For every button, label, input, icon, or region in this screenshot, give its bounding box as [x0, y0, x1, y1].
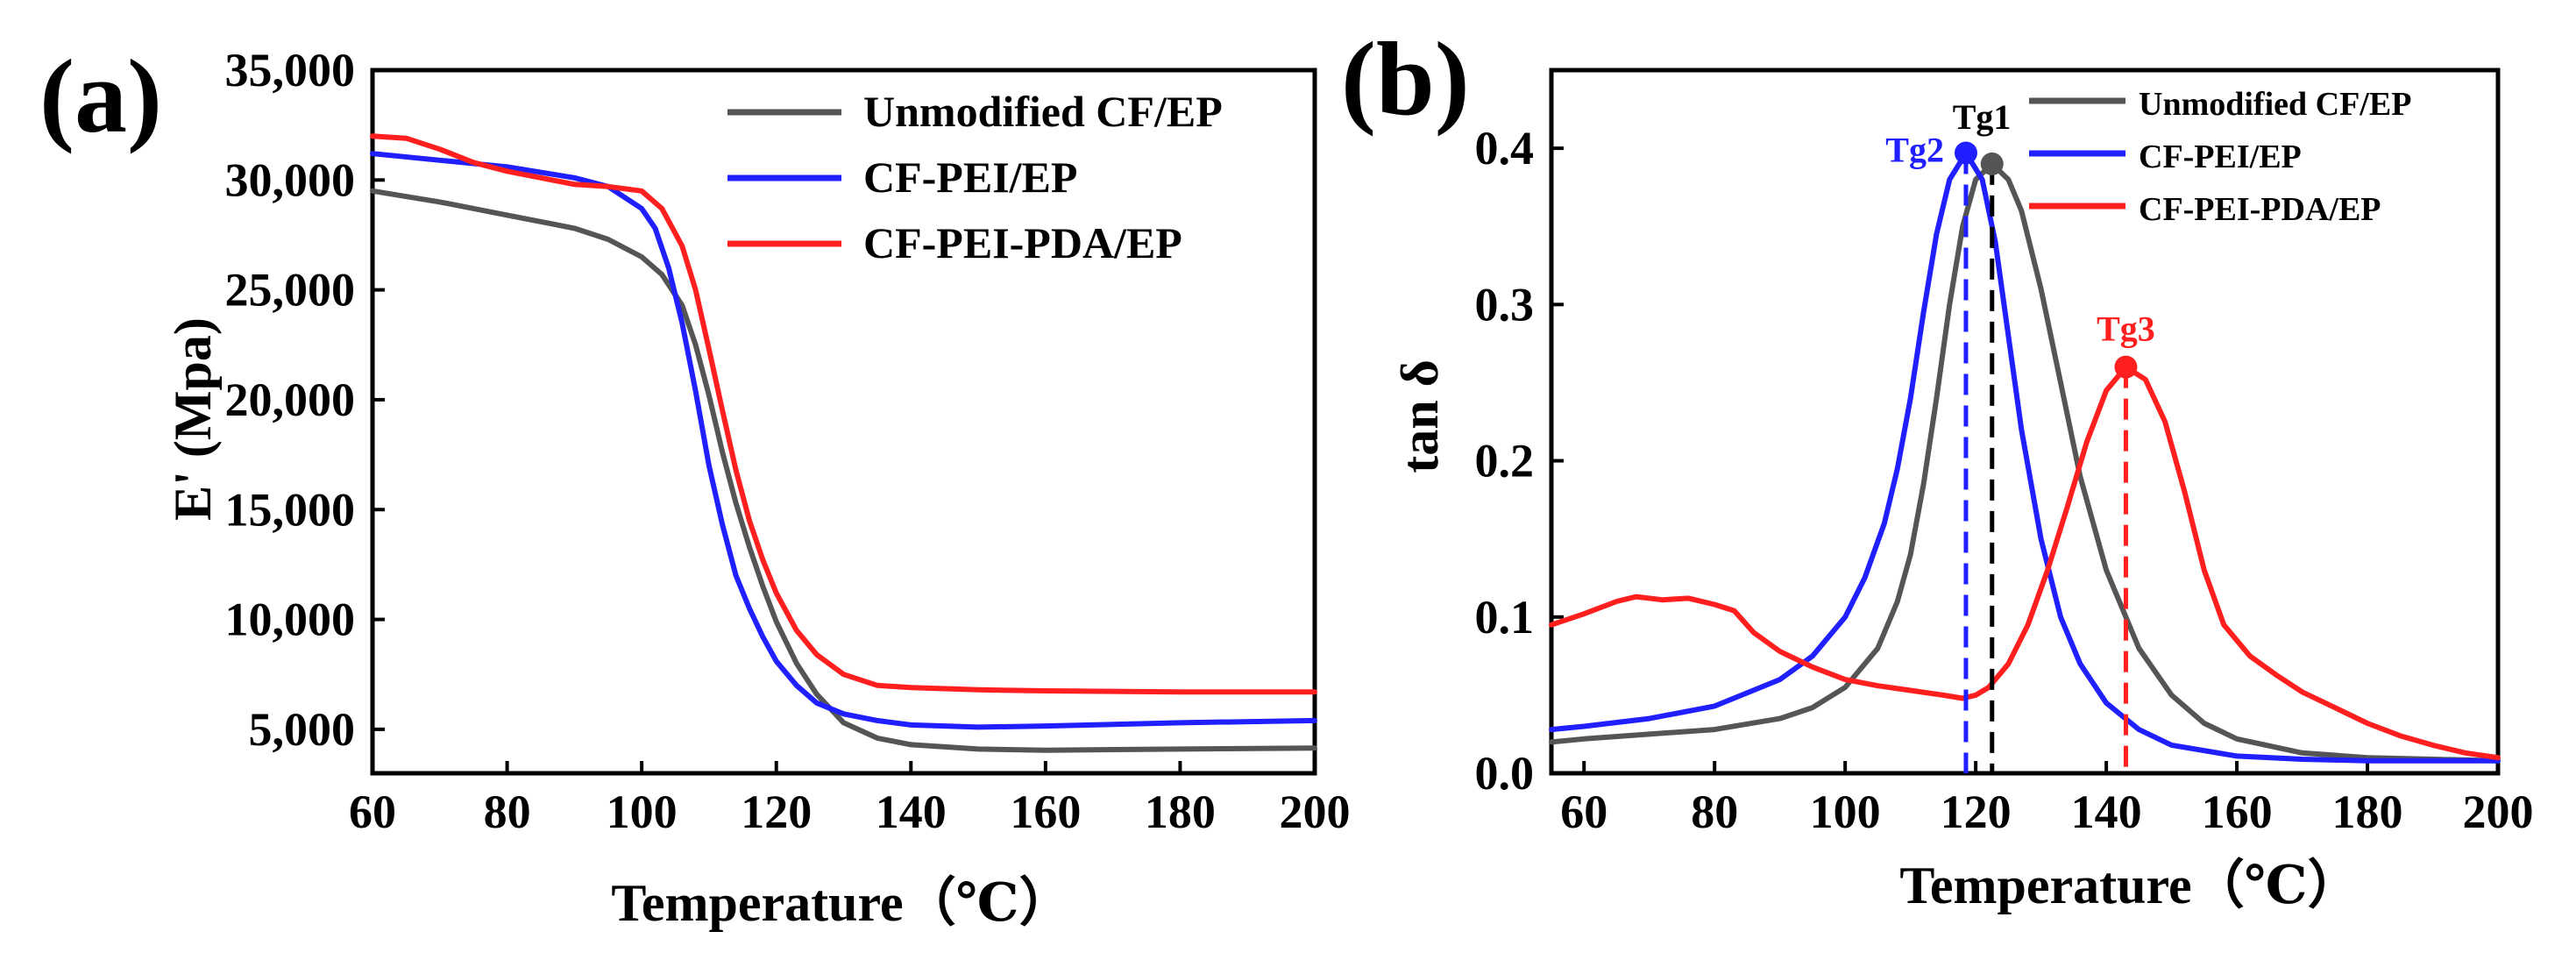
y-tick-label: 15,000 [225, 483, 356, 536]
y-tick-label: 30,000 [225, 153, 356, 206]
y-tick-label: 0.1 [1475, 591, 1535, 644]
x-tick-label: 100 [1810, 786, 1881, 838]
x-tick-label: 100 [607, 786, 678, 838]
y-tick-label: 35,000 [225, 44, 356, 96]
peak-label-2: Tg2 [1885, 130, 1944, 169]
x-tick-label: 140 [876, 786, 947, 838]
panel-b-x-axis-title: Temperature（℃） [1899, 856, 2360, 914]
legend-label-1: Unmodified CF/EP [863, 87, 1223, 136]
x-tick-label: 60 [349, 786, 396, 838]
panel-b-legend: Unmodified CF/EP CF-PEI/EP CF-PEI-PDA/EP [2029, 86, 2411, 228]
x-tick-label: 80 [1691, 786, 1738, 838]
series-line-3 [370, 133, 1317, 695]
x-tick-label: 80 [484, 786, 531, 838]
legend-label-1: Unmodified CF/EP [2139, 86, 2411, 123]
plot-frame [1549, 68, 2501, 776]
x-tick-label: 120 [1941, 786, 2012, 838]
panel-b-plot-area [1549, 68, 2501, 776]
panel-b-series [1549, 150, 2501, 764]
panel-b-label: (b) [1341, 20, 1470, 137]
panel-b-chart: (b) 60 80 100 120 140 160 180 200 0.0 0.1 0.2 0.3 0.… [1341, 20, 2534, 914]
x-tick-label: 60 [1560, 786, 1607, 838]
series-line-2 [1549, 150, 2501, 764]
peak-marker-2 [1954, 141, 1977, 165]
y-tick-label: 0.2 [1475, 435, 1535, 487]
legend-label-2: CF-PEI/EP [2139, 139, 2302, 175]
legend-label-3: CF-PEI-PDA/EP [863, 218, 1182, 267]
x-tick-label: 200 [2463, 786, 2534, 838]
legend-label-2: CF-PEI/EP [863, 153, 1077, 202]
y-tick-label: 0.4 [1475, 122, 1535, 174]
x-tick-label: 200 [1280, 786, 1351, 838]
panel-b-y-axis-title: tan δ [1391, 359, 1449, 473]
x-tick-label: 140 [2071, 786, 2142, 838]
plot-frame [370, 68, 1317, 776]
y-tick-label: 0.0 [1475, 747, 1535, 800]
y-tick-label: 25,000 [225, 264, 356, 316]
y-tick-label: 5,000 [249, 703, 356, 756]
peak-marker-3 [2114, 355, 2138, 379]
legend-label-3: CF-PEI-PDA/EP [2139, 191, 2381, 228]
x-tick-label: 160 [1010, 786, 1081, 838]
x-tick-label: 180 [1145, 786, 1216, 838]
peak-marker-1 [1980, 152, 2004, 175]
panel-a-series [370, 133, 1317, 753]
peak-label-3: Tg3 [2097, 309, 2155, 349]
panel-a-label: (a) [39, 38, 162, 154]
panel-a-ticks: 60 80 100 120 140 160 180 200 5,000 10,000 15,000 2… [225, 44, 1351, 838]
peak-label-1: Tg1 [1953, 97, 2012, 137]
panel-a-plot-area [370, 68, 1317, 776]
panel-a-y-axis-title: E' (Mpa) [164, 317, 222, 521]
x-tick-label: 160 [2202, 786, 2273, 838]
y-tick-label: 10,000 [225, 594, 356, 646]
panel-a-x-axis-title: Temperature（℃） [611, 873, 1071, 932]
panel-a-chart: (a) 60 80 100 120 140 160 180 200 5,000 10,000 15,… [39, 38, 1351, 932]
x-tick-label: 120 [741, 786, 812, 838]
y-tick-label: 0.3 [1475, 278, 1535, 331]
panel-a-legend: Unmodified CF/EP CF-PEI/EP CF-PEI-PDA/EP [727, 87, 1223, 267]
panel-b-ticks: 60 80 100 120 140 160 180 200 0.0 0.1 0.2 0.3 0.4 [1475, 122, 2534, 838]
y-tick-label: 20,000 [225, 373, 356, 426]
series-line-1 [370, 188, 1317, 753]
series-line-3 [1549, 364, 2501, 761]
x-tick-label: 180 [2332, 786, 2403, 838]
